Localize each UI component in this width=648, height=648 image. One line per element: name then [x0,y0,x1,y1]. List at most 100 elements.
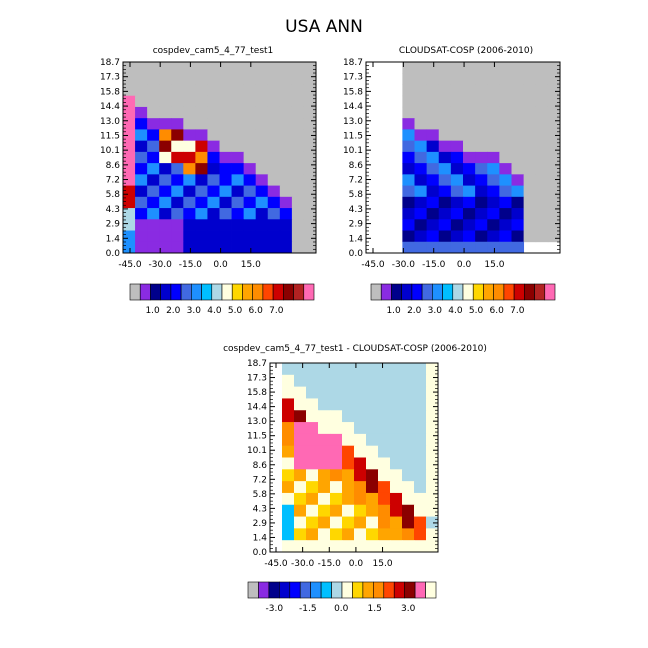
heatmap-cell [282,481,295,494]
heatmap-cell [306,516,319,529]
heatmap-cell [306,386,319,399]
heatmap-cell [414,540,427,553]
heatmap-cell [219,174,232,186]
heatmap-cell [342,445,355,458]
heatmap-cell [171,73,184,85]
y-tick-label: 5.8 [349,190,364,200]
heatmap-cell [354,363,367,376]
heatmap-cell [463,84,476,97]
heatmap-cell [342,386,355,399]
heatmap-cell [306,363,319,376]
heatmap-cell [523,219,537,231]
colorbar-label: 1.5 [368,604,382,614]
heatmap-cell [402,410,415,423]
heatmap-cell [243,118,257,130]
heatmap-cell [426,363,439,376]
x-tick-label: 15.0 [484,260,504,270]
heatmap-cell [306,374,319,388]
y-tick-label: 11.5 [343,131,363,141]
heatmap-cell [303,163,317,175]
heatmap-cell [330,433,343,447]
heatmap-cell [414,84,428,97]
heatmap-cell [390,469,403,482]
heatmap-cell [366,386,379,399]
heatmap-cell [135,95,148,108]
heatmap-cell [279,196,293,209]
heatmap-cell [402,374,415,388]
heatmap-cell [511,151,525,164]
heatmap-cell [303,219,317,231]
heatmap-cell [547,118,561,130]
heatmap-cell [267,95,281,108]
heatmap-cell [159,129,172,142]
heatmap-cell [279,106,293,119]
heatmap-cell [255,106,269,119]
heatmap-cell [135,106,148,119]
colorbar-swatch [462,283,474,301]
y-tick-label: 17.3 [343,73,363,83]
heatmap-cell [390,410,403,423]
heatmap-cell [499,95,512,108]
heatmap-cell [255,230,269,243]
heatmap-cell [523,129,537,142]
colorbar-swatch [483,283,494,301]
heatmap-cell [402,151,415,164]
heatmap-cell [402,106,415,119]
heatmap-cell [402,208,415,220]
heatmap-cell [231,84,245,97]
heatmap-cell [463,95,476,108]
heatmap-cell [183,118,196,130]
panel-3-plot: 0.0 1.4 2.9 4.3 5.8 7.2 8.6 10.1 11.5 13.0 14.4 15.… [247,359,439,569]
heatmap-cell [487,208,500,220]
heatmap-cell [282,516,295,529]
heatmap-cell [511,84,525,97]
colorbar-swatch [150,283,161,301]
heatmap-cell [499,84,512,97]
heatmap-cell [330,398,343,411]
heatmap-cell [231,151,245,164]
heatmap-cell [402,84,415,97]
heatmap-cell [499,73,512,85]
heatmap-cell [291,84,305,97]
heatmap-cell [282,386,295,399]
heatmap-cell [535,151,549,164]
heatmap-cell [318,445,331,458]
heatmap-cell [547,163,561,175]
heatmap-cell [499,174,512,186]
heatmap-cell [291,129,305,142]
colorbar-label: -3.0 [266,604,284,614]
colorbar-swatch [310,581,322,599]
heatmap-cell [303,84,317,97]
heatmap-cell [195,84,208,97]
colorbar-label: 6.0 [490,306,505,316]
y-tick-label: 5.8 [106,190,121,200]
heatmap-cell [291,196,305,209]
heatmap-cell [450,62,464,74]
heatmap-cell [123,219,136,231]
colorbar-swatch [191,283,202,301]
colorbar-swatch [160,283,172,301]
heatmap-cell [183,106,196,119]
colorbar-swatch [341,581,353,599]
x-tick-label: 15.0 [241,260,261,270]
heatmap-cell [366,528,379,541]
colorbar-swatch [411,283,423,301]
heatmap-cell [463,208,476,220]
heatmap-cell [330,363,343,376]
heatmap-cell [523,118,537,130]
y-tick-label: 7.2 [253,475,267,485]
heatmap-cell [267,106,281,119]
heatmap-cell [231,185,245,198]
heatmap-cell [426,457,439,470]
heatmap-cell [183,62,196,74]
colorbar-swatch [293,283,305,301]
heatmap-cell [318,422,331,435]
heatmap-cell [511,95,525,108]
colorbar-swatch [362,581,374,599]
heatmap-cell [291,118,305,130]
y-tick-label: 0.0 [106,249,121,259]
heatmap-cell [291,95,305,108]
heatmap-cell [450,73,464,85]
colorbar-swatch [283,283,294,301]
heatmap-cell [535,84,549,97]
